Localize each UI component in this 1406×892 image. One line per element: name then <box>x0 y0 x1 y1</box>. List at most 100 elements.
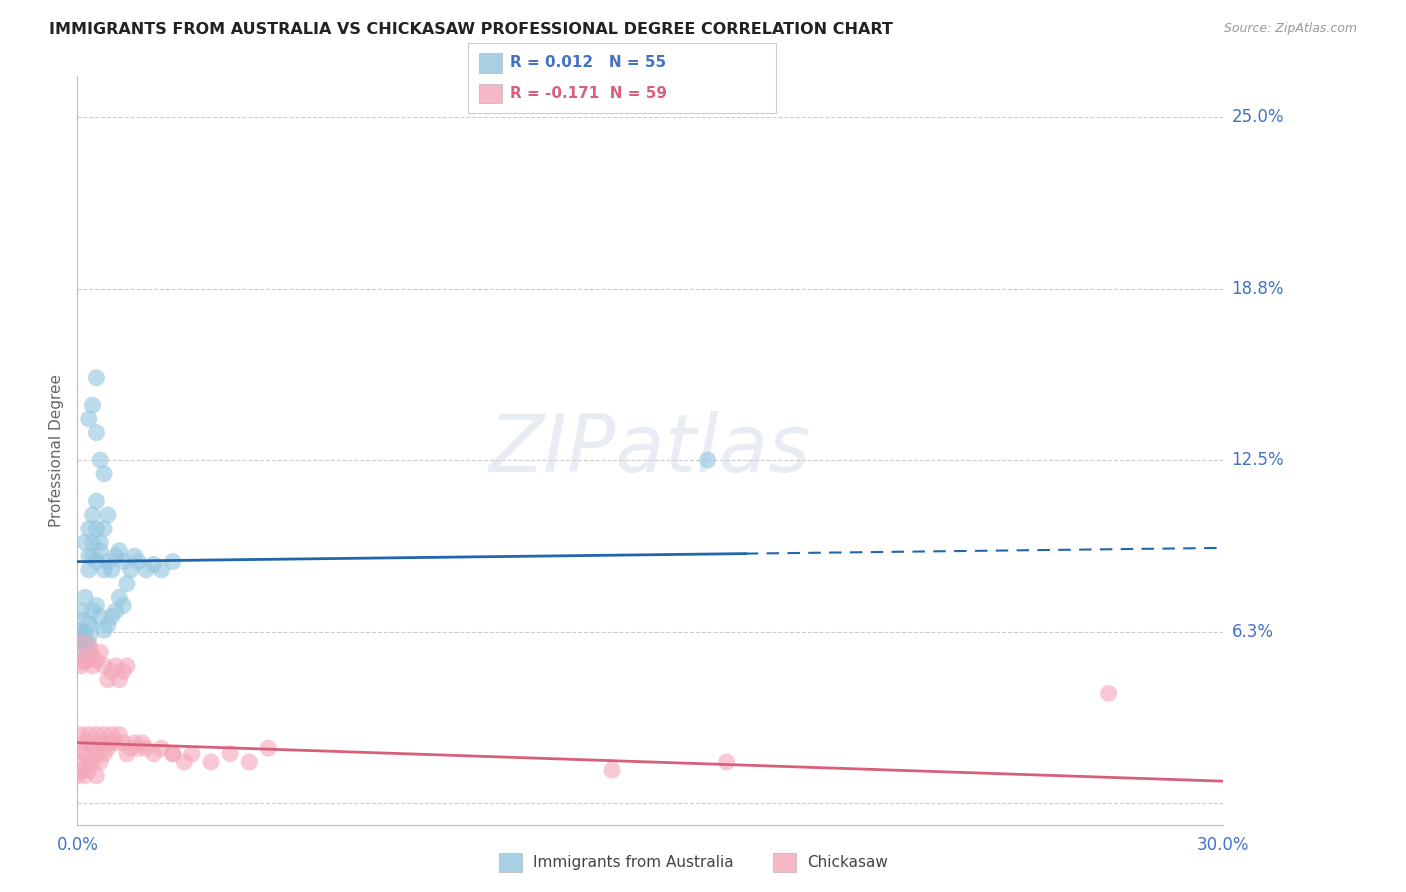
Text: R = -0.171  N = 59: R = -0.171 N = 59 <box>510 87 668 101</box>
Point <box>77 645 100 659</box>
Point <box>112 665 135 679</box>
Point <box>162 555 184 569</box>
Point <box>131 736 153 750</box>
Point <box>86 727 108 741</box>
Point <box>77 755 100 769</box>
Point <box>93 624 115 638</box>
Point <box>82 736 104 750</box>
Point <box>93 467 115 481</box>
Point <box>127 555 149 569</box>
Point <box>89 755 111 769</box>
Point <box>70 632 93 646</box>
Text: IMMIGRANTS FROM AUSTRALIA VS CHICKASAW PROFESSIONAL DEGREE CORRELATION CHART: IMMIGRANTS FROM AUSTRALIA VS CHICKASAW P… <box>49 22 893 37</box>
Point <box>219 747 242 761</box>
Point <box>104 604 127 618</box>
Point <box>82 549 104 563</box>
Point <box>77 645 100 659</box>
Point <box>77 522 100 536</box>
Point <box>120 741 142 756</box>
Y-axis label: Professional Degree: Professional Degree <box>49 374 65 527</box>
Point <box>93 522 115 536</box>
Point <box>104 549 127 563</box>
Point <box>86 555 108 569</box>
Point <box>124 549 146 563</box>
Point <box>73 747 96 761</box>
Text: R = 0.012   N = 55: R = 0.012 N = 55 <box>510 55 666 70</box>
Point <box>93 659 115 673</box>
Point <box>77 617 100 632</box>
Point <box>86 522 108 536</box>
Point <box>86 494 108 508</box>
Point <box>73 535 96 549</box>
Point <box>97 736 120 750</box>
Point <box>73 626 96 640</box>
Point <box>696 453 718 467</box>
Point <box>82 508 104 522</box>
Point <box>93 563 115 577</box>
Text: 18.8%: 18.8% <box>1232 279 1284 298</box>
Point <box>135 741 157 756</box>
Point <box>162 747 184 761</box>
Point <box>77 412 100 426</box>
Point <box>115 576 138 591</box>
Point <box>86 425 108 440</box>
Point <box>86 370 108 384</box>
Point <box>150 563 173 577</box>
Point <box>257 741 280 756</box>
Point <box>93 727 115 741</box>
Text: Source: ZipAtlas.com: Source: ZipAtlas.com <box>1223 22 1357 36</box>
Point <box>82 755 104 769</box>
Point <box>108 673 131 687</box>
Point <box>82 741 104 756</box>
Point <box>89 609 111 624</box>
Point <box>77 727 100 741</box>
Point <box>97 673 120 687</box>
Point <box>112 599 135 613</box>
Text: Immigrants from Australia: Immigrants from Australia <box>533 855 734 870</box>
Point <box>112 736 135 750</box>
Point <box>97 508 120 522</box>
Point <box>200 755 222 769</box>
Point <box>104 736 127 750</box>
Point <box>108 727 131 741</box>
Point <box>142 747 165 761</box>
Point <box>70 624 93 638</box>
Point <box>180 747 204 761</box>
Point <box>82 398 104 412</box>
Point <box>82 604 104 618</box>
Point <box>100 563 122 577</box>
Point <box>66 769 89 783</box>
Point <box>600 763 623 777</box>
Point <box>115 659 138 673</box>
Point <box>1098 686 1121 700</box>
Point <box>70 727 93 741</box>
Point <box>73 736 96 750</box>
Point <box>89 736 111 750</box>
Point <box>77 563 100 577</box>
Point <box>66 645 89 659</box>
Point <box>89 543 111 558</box>
Point <box>115 747 138 761</box>
Point <box>100 727 122 741</box>
Point <box>77 637 100 651</box>
Point <box>73 653 96 667</box>
Point <box>135 563 157 577</box>
Point <box>97 617 120 632</box>
Point <box>124 736 146 750</box>
Point <box>162 747 184 761</box>
Point <box>120 563 142 577</box>
Point <box>142 558 165 572</box>
Point <box>77 549 100 563</box>
Point <box>70 624 93 638</box>
Point <box>70 632 93 646</box>
Point <box>66 755 89 769</box>
Point <box>86 769 108 783</box>
Point <box>108 591 131 605</box>
Point <box>716 755 738 769</box>
Text: ZIPatlas: ZIPatlas <box>489 411 811 490</box>
Point <box>93 747 115 761</box>
Point <box>73 591 96 605</box>
Point <box>127 741 149 756</box>
Point <box>70 645 93 659</box>
Point <box>70 763 93 777</box>
